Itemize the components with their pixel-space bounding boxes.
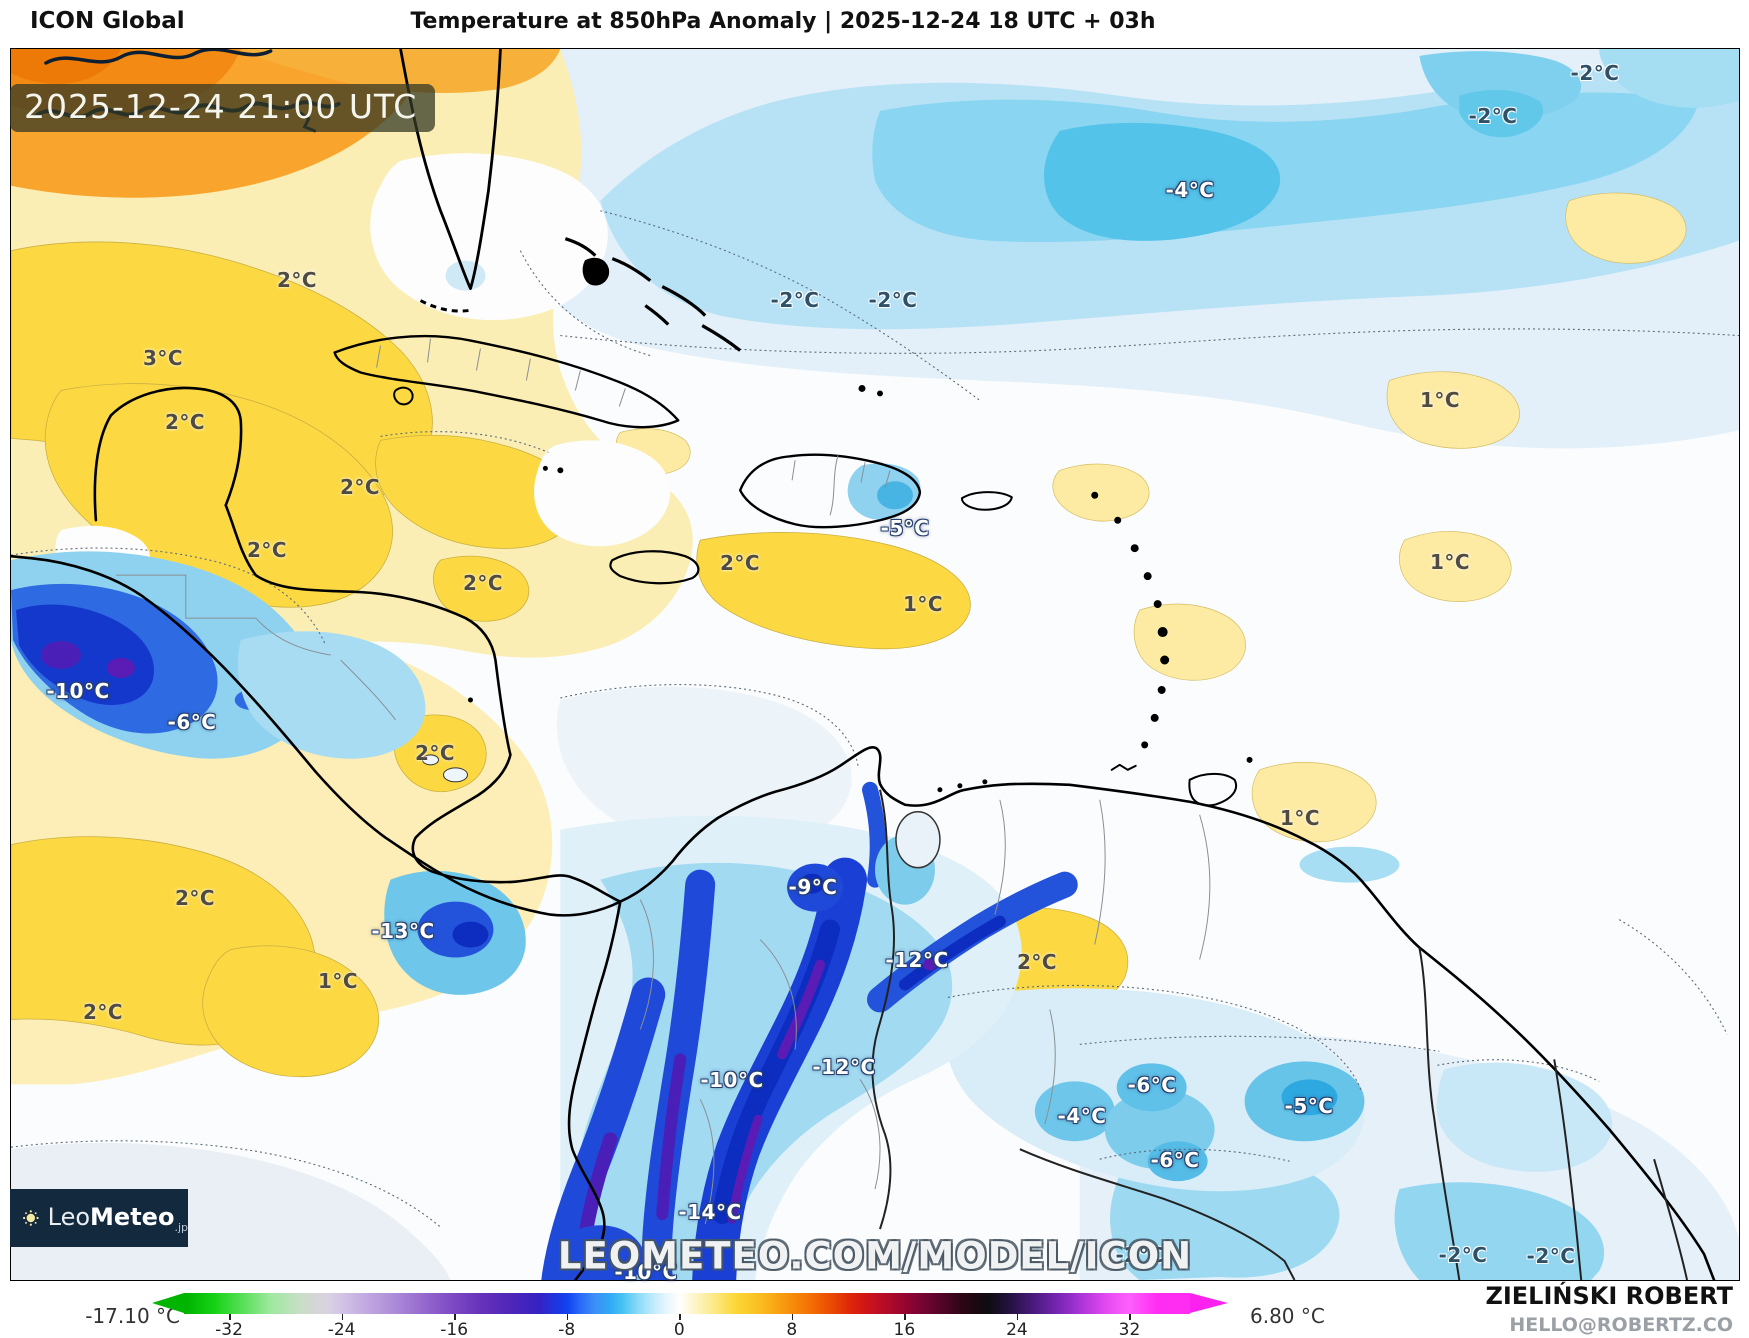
- temp-label: 1°C: [1279, 806, 1321, 830]
- temp-label: 2°C: [276, 268, 318, 292]
- temp-label: -6°C: [1127, 1073, 1177, 1097]
- temp-label: 2°C: [82, 1000, 124, 1024]
- temp-label: 1°C: [1429, 550, 1471, 574]
- sun-icon: [23, 1210, 39, 1226]
- temp-label: 2°C: [414, 741, 456, 765]
- timestamp-overlay: 2025-12-24 21:00 UTC: [10, 84, 436, 132]
- temp-label: -2°C: [770, 288, 820, 312]
- colorbar-tick: [1016, 1314, 1019, 1320]
- weather-map: [10, 48, 1740, 1281]
- logo-text-bold: Meteo: [90, 1202, 175, 1231]
- colorbar-tick-label: 8: [786, 1320, 798, 1338]
- watermark: LEOMETEO.COM/MODEL/ICON: [557, 1234, 1193, 1278]
- colorbar-tick: [341, 1314, 344, 1320]
- temp-label: -12°C: [812, 1055, 876, 1079]
- map-graphic: [11, 49, 1739, 1280]
- colorbar-tick: [1129, 1314, 1131, 1320]
- temp-label: -10°C: [700, 1068, 764, 1092]
- colorbar-tick-label: 0: [673, 1320, 685, 1338]
- temp-label: 3°C: [142, 346, 184, 370]
- temp-label: -2°C: [1468, 104, 1518, 128]
- temp-label: 1°C: [317, 969, 359, 993]
- temp-label: -2°C: [868, 288, 918, 312]
- colorbar-tick-label: -32: [215, 1320, 243, 1338]
- temp-label: -10°C: [46, 679, 110, 703]
- colorbar-tick-label: 16: [893, 1320, 916, 1338]
- logo-text-light: Leo: [47, 1202, 91, 1231]
- colorbar-tick: [454, 1314, 456, 1320]
- colorbar-tick-label: 32: [1118, 1320, 1141, 1338]
- temp-label: 2°C: [164, 410, 206, 434]
- temp-label: -2°C: [1526, 1244, 1576, 1268]
- temp-label: -9°C: [788, 875, 838, 899]
- temp-label: -10°C: [614, 1260, 678, 1284]
- colorbar-max-value: 6.80 °C: [1250, 1304, 1325, 1328]
- colorbar-left-arrow: [152, 1293, 184, 1313]
- temp-label: 1°C: [1419, 388, 1461, 412]
- temp-label: 1°C: [902, 592, 944, 616]
- temp-label: 2°C: [174, 886, 216, 910]
- temp-label: -14°C: [678, 1200, 742, 1224]
- logo-text-suffix: .jp: [174, 1220, 188, 1234]
- temp-label: 2°C: [719, 551, 761, 575]
- temp-label: -4°C: [1057, 1104, 1107, 1128]
- author-name: ZIELIŃSKI ROBERT: [1485, 1282, 1733, 1310]
- colorbar-tick: [791, 1314, 794, 1320]
- colorbar-tick: [566, 1314, 569, 1320]
- colorbar-tick: [679, 1314, 681, 1320]
- leometeo-logo: LeoMeteo.jp: [10, 1189, 188, 1247]
- colorbar-tick: [904, 1314, 906, 1320]
- temp-label: -5°C: [1284, 1094, 1334, 1118]
- temp-label: 2°C: [1016, 950, 1058, 974]
- temp-label: -6°C: [167, 710, 217, 734]
- colorbar-tick-label: -8: [558, 1320, 576, 1338]
- colorbar-tick-label: 24: [1006, 1320, 1028, 1338]
- temp-label: 2°C: [339, 475, 381, 499]
- logo-text: LeoMeteo.jp: [48, 1203, 188, 1234]
- temp-label: -13°C: [371, 919, 435, 943]
- temp-label: -5°C: [880, 516, 930, 540]
- colorbar-tick-label: -24: [327, 1320, 356, 1338]
- temp-label: -2°C: [1115, 1243, 1165, 1267]
- temp-label: -2°C: [1570, 61, 1620, 85]
- temp-label: -6°C: [1150, 1148, 1200, 1172]
- author-contact: HELLO@ROBERTZ.CO: [1509, 1314, 1733, 1336]
- colorbar-gradient: [184, 1293, 1190, 1314]
- model-name: ICON Global: [30, 8, 185, 34]
- temp-label: -2°C: [1438, 1243, 1488, 1267]
- colorbar-tick: [229, 1314, 231, 1320]
- colorbar-right-arrow: [1190, 1293, 1228, 1313]
- temp-label: 2°C: [462, 571, 504, 595]
- temp-label: 2°C: [246, 538, 288, 562]
- temp-label: -4°C: [1165, 178, 1215, 202]
- colorbar-tick-label: -16: [440, 1320, 469, 1338]
- page-title: Temperature at 850hPa Anomaly | 2025-12-…: [410, 9, 1156, 34]
- temp-label: -12°C: [885, 948, 949, 972]
